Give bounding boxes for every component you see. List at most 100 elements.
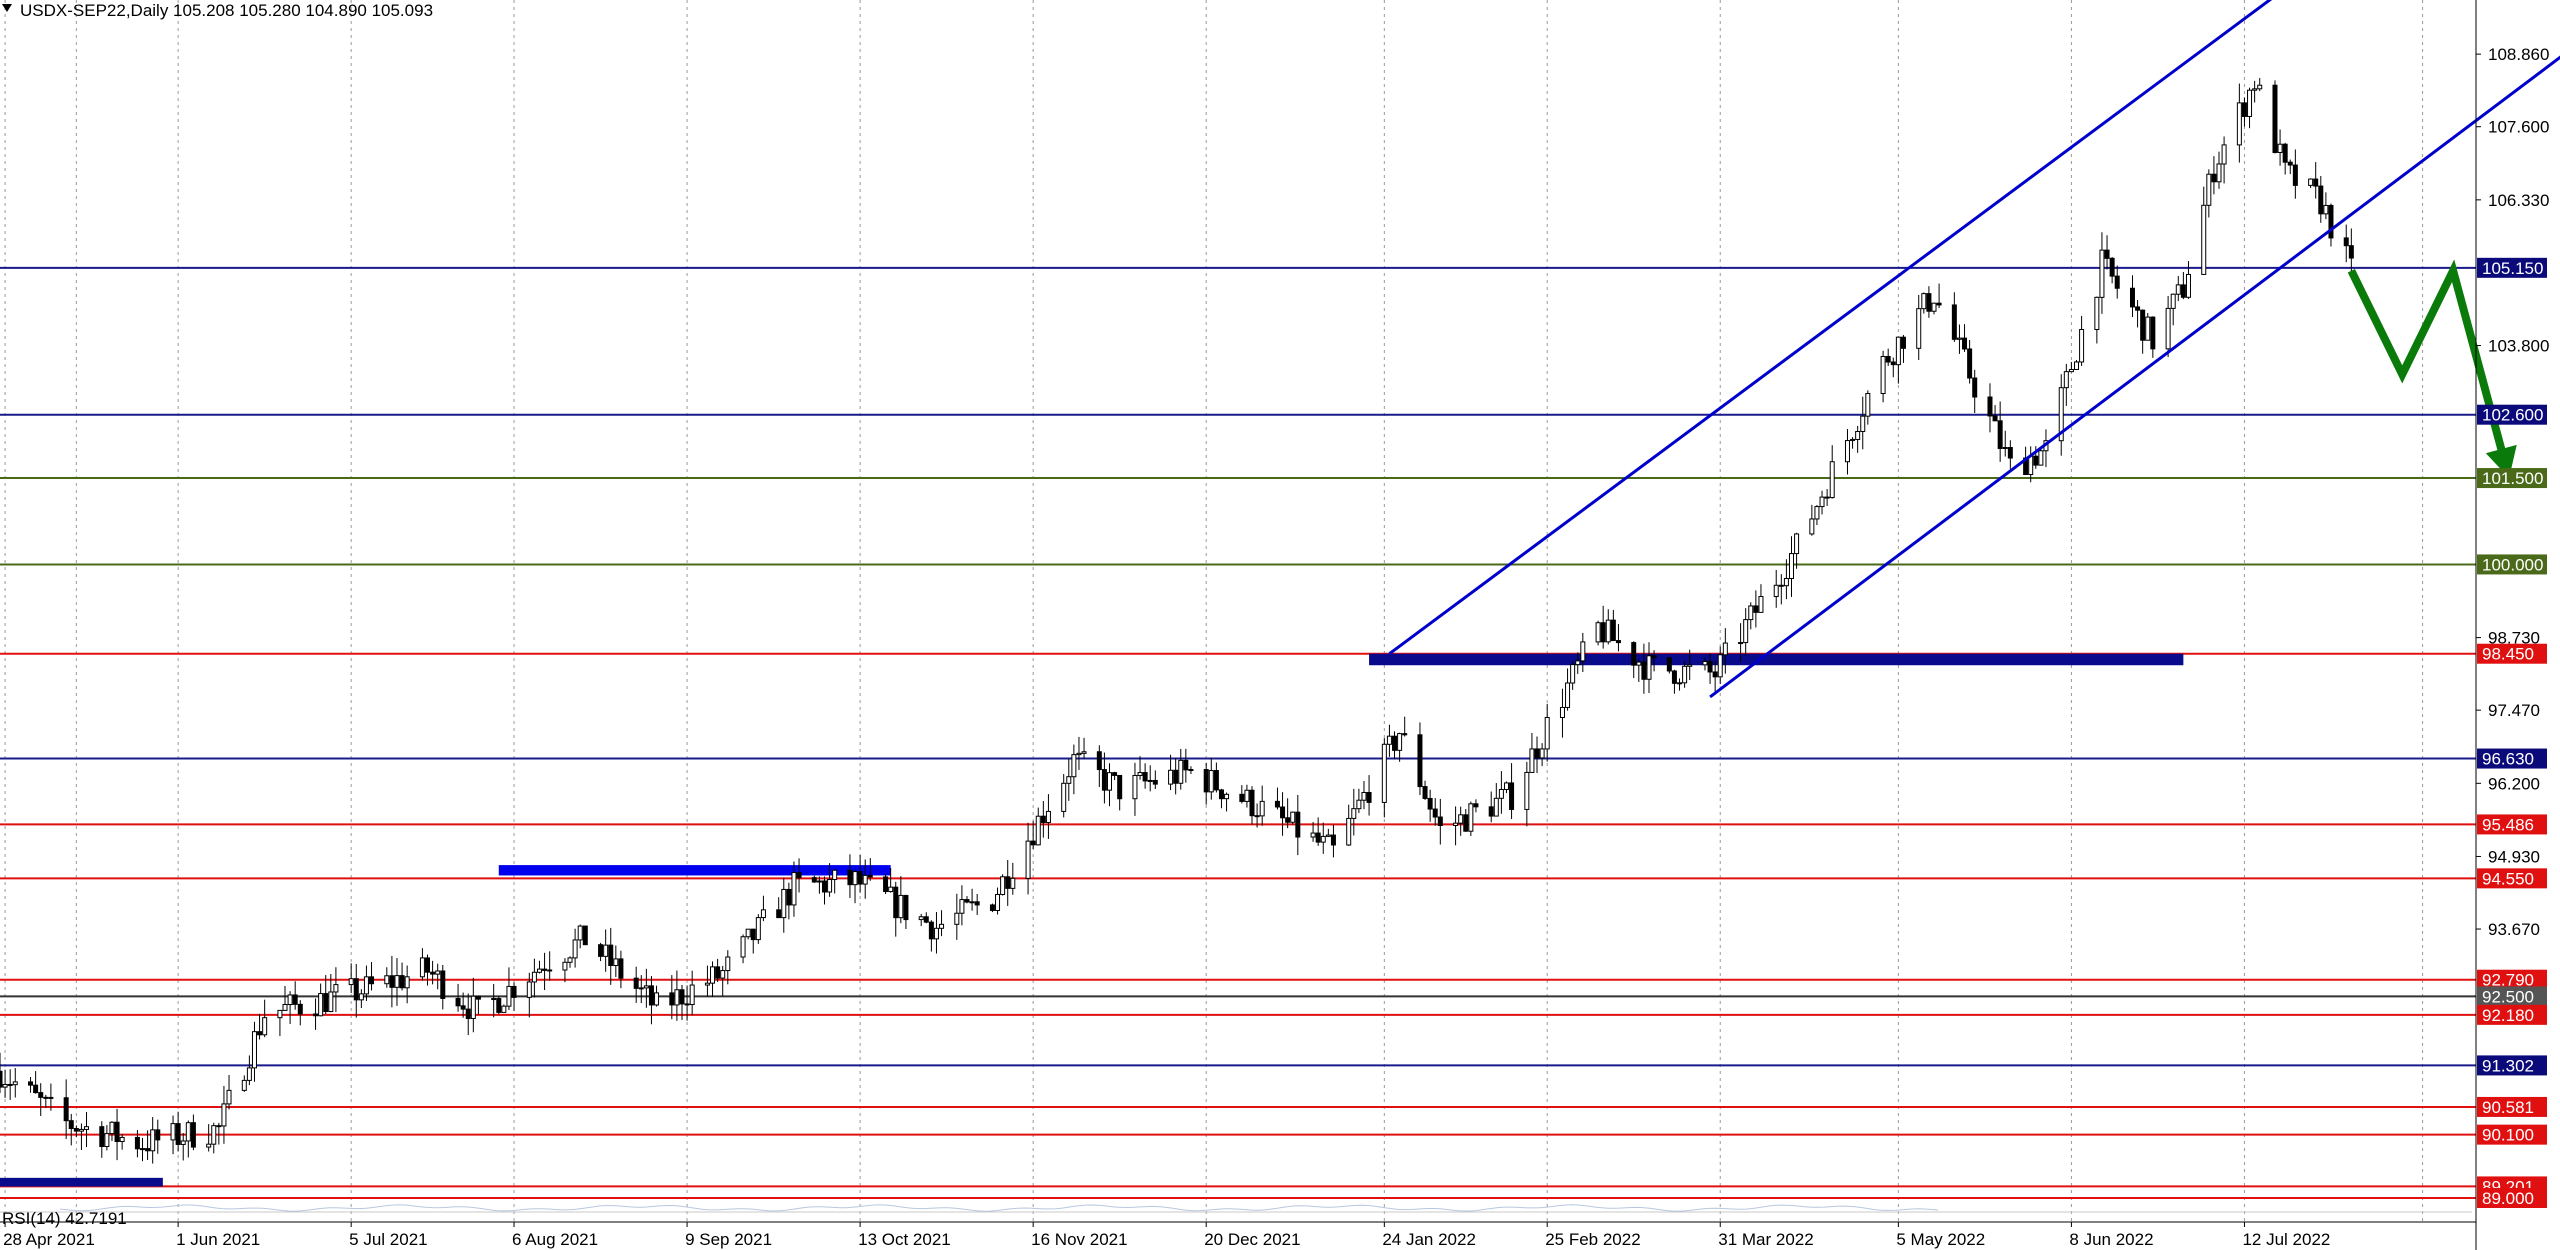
candle-body: [1213, 770, 1219, 791]
candle-body: [2175, 284, 2181, 295]
candle-body: [1315, 832, 1321, 843]
candle-body: [750, 928, 756, 941]
rsi-line: [59, 1204, 1939, 1212]
candle-body: [715, 966, 721, 979]
candle-body: [760, 909, 766, 919]
candle-body: [547, 969, 553, 972]
candle-body: [1045, 810, 1051, 823]
candle-body: [1783, 577, 1789, 587]
candle-body: [1147, 779, 1153, 782]
candle-body: [363, 976, 369, 995]
candle-body: [1921, 293, 1927, 310]
candle-body: [1285, 817, 1291, 823]
candle-body: [475, 995, 481, 1000]
candle-body: [536, 968, 542, 973]
candle-body: [857, 871, 863, 885]
candle-body: [582, 925, 588, 946]
candle-body: [1361, 791, 1367, 801]
candle-body: [2292, 164, 2298, 186]
candle-body: [1488, 806, 1494, 817]
candle-body: [1610, 619, 1616, 642]
candle-body: [313, 1013, 319, 1017]
price-badge: [2477, 814, 2547, 835]
candle-body: [430, 971, 436, 975]
candle-body: [526, 981, 532, 998]
candle-body: [1860, 415, 1866, 432]
candle-body: [2140, 309, 2146, 341]
candle-body: [1829, 461, 1835, 499]
candle-body: [1666, 657, 1672, 672]
candle-body: [1468, 803, 1474, 832]
candle-body: [221, 1103, 227, 1127]
candle-body: [1931, 302, 1937, 312]
candle-body: [1310, 832, 1316, 838]
triangle-down-icon[interactable]: [2, 4, 12, 12]
candle-body: [1402, 733, 1408, 736]
candle-body: [1463, 814, 1469, 832]
candle-body: [68, 1120, 74, 1130]
candle-body: [7, 1083, 13, 1086]
candle-body: [883, 876, 889, 893]
candle-body: [969, 901, 975, 904]
candle-body: [1717, 654, 1723, 678]
candle-body: [1356, 799, 1362, 810]
price-badge-label: 95.486: [2482, 815, 2534, 834]
candle-body: [292, 994, 298, 1005]
candle-body: [2343, 237, 2349, 247]
candle-body: [180, 1140, 186, 1145]
candle-body: [1081, 751, 1087, 754]
candle-body: [1076, 752, 1082, 756]
candle-body: [2236, 102, 2242, 146]
candle-body: [542, 968, 548, 971]
candle-body: [867, 874, 873, 878]
candle-body: [257, 1031, 263, 1036]
candle-body: [2277, 143, 2283, 153]
candle-body: [211, 1125, 217, 1145]
candle-body: [241, 1079, 247, 1091]
candle-body: [0, 1070, 3, 1088]
candle-body: [1295, 811, 1301, 838]
candle-body: [78, 1128, 84, 1132]
candle-body: [435, 970, 441, 975]
candle-body: [1112, 772, 1118, 776]
channel-lines[interactable]: [1388, 0, 2560, 699]
candle-body: [1534, 748, 1540, 759]
candle-body: [1997, 420, 2003, 449]
candle-body: [974, 901, 980, 906]
y-tick-label: 96.200: [2488, 774, 2540, 793]
candle-body: [796, 872, 802, 879]
price-badge: [2477, 554, 2547, 575]
candle-body: [2257, 84, 2263, 90]
price-badge: [2477, 1096, 2547, 1117]
candle-body: [465, 1008, 471, 1020]
candle-body: [63, 1097, 69, 1122]
candle-body: [1824, 496, 1830, 499]
candle-body: [455, 997, 461, 1007]
forecast-path: [2347, 259, 2513, 480]
candle-body: [755, 917, 761, 941]
candle-body: [1437, 816, 1443, 826]
candle-body: [811, 877, 817, 883]
candle-body: [262, 1017, 268, 1036]
price-badge-label: 105.150: [2482, 259, 2543, 278]
x-tick-label: 31 Mar 2022: [1718, 1230, 1813, 1249]
candle-body: [1346, 817, 1352, 846]
candle-body: [43, 1096, 49, 1099]
candle-body: [282, 1004, 288, 1011]
price-badges: 105.150 102.600 101.500 100.000 98.450 96.630…: [2477, 257, 2547, 1208]
candle-body: [1615, 640, 1621, 644]
candle-body: [562, 961, 568, 971]
candle-body: [1071, 754, 1077, 778]
candle-body: [2099, 249, 2105, 298]
candle-body: [419, 957, 425, 978]
candle-body: [2241, 102, 2247, 117]
channel-line: [1388, 0, 2273, 655]
candle-body: [2114, 275, 2120, 289]
candle-body: [1101, 769, 1107, 791]
candle-body: [297, 1003, 303, 1015]
candle-body: [2216, 163, 2222, 183]
zones[interactable]: [0, 653, 2184, 1187]
y-tick-label: 98.730: [2488, 629, 2540, 648]
candle-body: [740, 936, 746, 958]
